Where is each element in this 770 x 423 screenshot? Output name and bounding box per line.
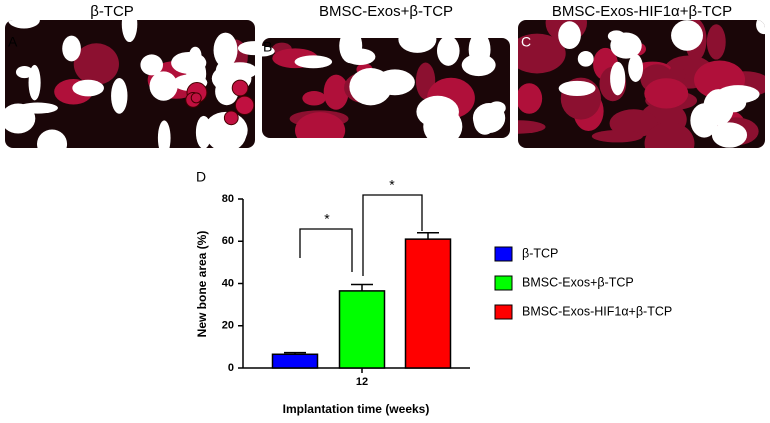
pore [72,79,104,97]
pore [215,60,236,82]
pore [171,51,207,74]
y-tick-label: 40 [222,277,234,289]
histology-image [262,38,510,138]
legend-swatch [494,246,513,262]
pore [262,45,275,57]
pore [17,102,58,114]
significance-label: * [324,211,330,227]
y-tick-label: 60 [222,235,234,247]
pore [558,21,581,50]
pore [111,77,128,114]
bone [518,83,543,114]
significance-bracket [299,228,353,272]
bone [73,43,119,85]
pore [62,35,81,62]
pore [15,65,33,79]
bar [338,290,386,369]
pore [473,105,497,135]
histology-image [5,20,255,148]
panel-title: BMSC-Exos-HIF1α+β-TCP [552,3,732,20]
pore [36,129,68,148]
pore [8,20,40,29]
pore [237,41,255,56]
pore [628,54,644,82]
pore [558,80,596,97]
bone [591,130,643,143]
pore [436,38,460,66]
y-tick-label: 80 [222,193,234,205]
bone [706,24,726,60]
pore [374,69,415,96]
x-tick-label: 12 [356,376,368,388]
pore [711,122,748,148]
cell [234,95,255,116]
y-tick-label: 0 [228,362,234,374]
pore [703,89,734,126]
pore [157,120,171,148]
legend-label: BMSC-Exos+β-TCP [522,275,634,289]
panel-letter: B [263,39,272,55]
significance-label: * [389,177,395,193]
histology-image [518,20,765,148]
panel-title: β-TCP [90,3,134,20]
panel-letter: A [8,34,18,50]
bone [302,91,326,106]
panel-letter: D [196,169,206,185]
bone [518,120,546,134]
panel-letter: C [521,34,531,50]
pore [610,61,626,96]
bar [404,238,452,369]
y-tick-label: 20 [222,320,234,332]
cell [223,110,239,126]
y-axis-label: New bone area (%) [195,231,209,338]
bar [271,353,319,369]
bone [644,78,689,109]
pore [149,71,178,101]
cell [231,79,249,97]
bone [294,112,346,138]
pore [488,101,506,115]
legend-label: BMSC-Exos-HIF1α+β-TCP [522,304,672,318]
pore [28,64,41,101]
pore [610,32,642,59]
pore [121,20,138,43]
pore [577,50,594,67]
histology-images [5,20,765,148]
pore [468,38,491,68]
legend-swatch [494,304,513,320]
significance-bracket [362,194,423,276]
pore [416,95,459,128]
bone [518,33,566,74]
pore [398,38,437,53]
bone [644,122,695,148]
legend-label: β-TCP [522,246,558,260]
pore [294,55,333,69]
cell [190,92,202,104]
pore [671,20,704,51]
legend-swatch [494,275,513,291]
pore [344,48,376,65]
panel-title: BMSC-Exos+β-TCP [319,3,453,20]
x-axis-label: Implantation time (weeks) [283,402,430,416]
pore [213,32,238,68]
bone [323,74,349,110]
pore [425,119,443,136]
pore [140,54,164,76]
